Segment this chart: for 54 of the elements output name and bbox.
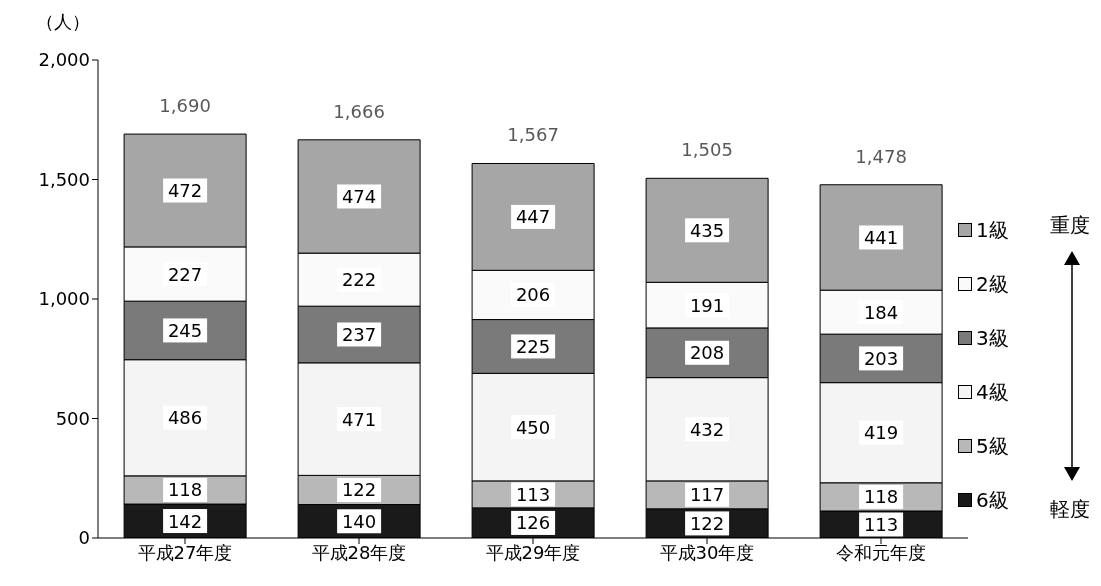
total-label: 1,666 [333, 100, 385, 122]
x-tick-label: 令和元年度 [836, 541, 926, 563]
data-label: 441 [863, 226, 899, 248]
legend-label: 3級 [976, 324, 1009, 352]
data-label: 142 [167, 510, 203, 532]
legend-label: 1級 [976, 216, 1009, 244]
data-label: 118 [863, 486, 899, 508]
data-label: 227 [167, 263, 203, 285]
text: 軽度 [1050, 496, 1090, 523]
data-label: 208 [689, 342, 725, 364]
data-label: 113 [863, 514, 899, 535]
data-label: 191 [689, 294, 725, 316]
data-label: 225 [515, 335, 551, 357]
x-tick-label: 平成30年度 [659, 541, 755, 563]
total-label: 1,567 [507, 124, 559, 146]
data-label: 450 [515, 416, 551, 438]
y-tick-label: 1,000 [38, 288, 90, 310]
data-label: 206 [515, 284, 551, 306]
legend-label: 4級 [976, 378, 1009, 406]
data-label: 419 [863, 422, 899, 444]
text: 重度 [1050, 212, 1090, 239]
y-axis-title: （人） [36, 10, 90, 34]
data-label: 203 [863, 347, 899, 369]
data-label: 184 [863, 301, 899, 323]
data-label: 222 [341, 269, 377, 291]
y-tick-label: 1,500 [38, 168, 90, 190]
data-label: 472 [167, 179, 203, 201]
data-label: 447 [515, 206, 551, 228]
data-label: 118 [167, 479, 203, 501]
legend-label: 2級 [976, 270, 1009, 298]
legend-label: 5級 [976, 432, 1009, 460]
total-label: 1,690 [159, 95, 211, 117]
x-tick-label: 平成29年度 [485, 541, 581, 563]
data-label: 474 [341, 185, 377, 207]
data-label: 471 [341, 408, 377, 430]
data-label: 140 [341, 510, 377, 532]
data-label: 486 [167, 407, 203, 429]
y-tick-label: 0 [78, 527, 90, 549]
total-label: 1,478 [855, 145, 907, 167]
data-label: 117 [689, 484, 725, 506]
data-label: 126 [515, 512, 551, 534]
data-label: 435 [689, 219, 725, 241]
data-label: 113 [515, 483, 551, 505]
data-label: 432 [689, 418, 725, 440]
data-label: 122 [689, 512, 725, 534]
x-tick-label: 平成28年度 [311, 541, 407, 563]
x-tick-label: 平成27年度 [137, 541, 233, 563]
data-label: 245 [167, 319, 203, 341]
data-label: 122 [341, 479, 377, 501]
total-label: 1,505 [681, 139, 733, 161]
y-tick-label: 500 [55, 407, 90, 429]
y-tick-label: 2,000 [38, 49, 90, 71]
legend-label: 6級 [976, 486, 1009, 514]
data-label: 237 [341, 323, 377, 345]
